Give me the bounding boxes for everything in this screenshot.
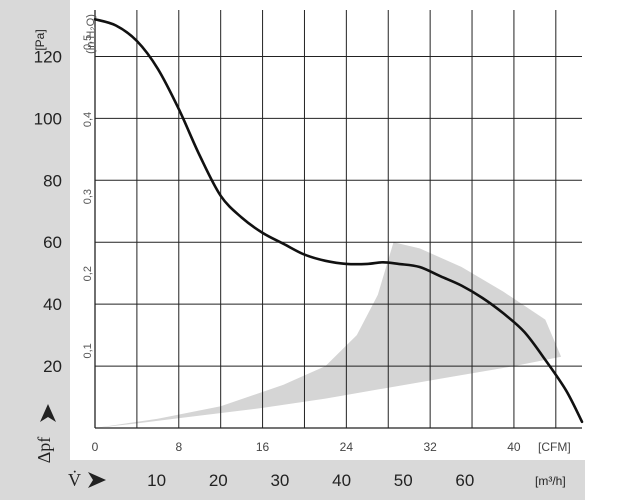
h2o-tick-label: 0,3: [82, 189, 94, 204]
h2o-tick-label: 0,5: [82, 35, 94, 50]
m3h-tick-label: 60: [455, 471, 474, 490]
m3h-tick-label: 20: [209, 471, 228, 490]
m3h-tick-label: 50: [394, 471, 413, 490]
bottom-gray-band: [70, 460, 585, 500]
cfm-unit-label: [CFM]: [538, 440, 571, 454]
cfm-tick-label: 40: [507, 440, 521, 454]
pa-tick-label: 120: [34, 47, 62, 66]
operating-range-area: [95, 242, 562, 428]
y-axis-arrow-icon: [40, 404, 56, 422]
pa-axis-ticks: 20 40 60 80 100 120: [34, 47, 62, 376]
h2o-tick-label: 0,4: [82, 112, 94, 127]
pa-tick-label: 100: [34, 109, 62, 128]
pa-tick-label: 80: [43, 171, 62, 190]
h2o-tick-label: 0,1: [82, 343, 94, 358]
cfm-tick-label: 16: [256, 440, 270, 454]
h2o-axis-ticks: 0,1 0,2 0,3 0,4 0,5: [82, 35, 94, 359]
m3h-tick-label: 30: [270, 471, 289, 490]
cfm-tick-label: 24: [340, 440, 354, 454]
grid-lines: [94, 10, 582, 429]
m3h-tick-label: 40: [332, 471, 351, 490]
m3h-unit-label: [m³/h]: [535, 474, 566, 488]
pa-tick-label: 60: [43, 233, 62, 252]
cfm-axis-ticks: 0 8 16 24 32 40: [92, 440, 521, 454]
pa-tick-label: 20: [43, 357, 62, 376]
cfm-tick-label: 0: [92, 440, 99, 454]
x-axis-arrow-icon: [88, 472, 106, 488]
cfm-tick-label: 8: [175, 440, 182, 454]
cfm-tick-label: 32: [423, 440, 437, 454]
m3h-tick-label: 10: [147, 471, 166, 490]
x-axis-symbol: V̇: [68, 469, 81, 490]
y-axis-symbol: Δpf: [34, 437, 54, 464]
m3h-axis-ticks: 10 20 30 40 50 60: [147, 471, 474, 490]
h2o-unit-label: (in H₂O): [85, 14, 97, 54]
h2o-tick-label: 0,2: [82, 266, 94, 281]
pa-unit-label: [Pa]: [33, 29, 47, 50]
left-gray-band: [0, 0, 70, 500]
pressure-curve: [93, 18, 584, 424]
pa-tick-label: 40: [43, 295, 62, 314]
